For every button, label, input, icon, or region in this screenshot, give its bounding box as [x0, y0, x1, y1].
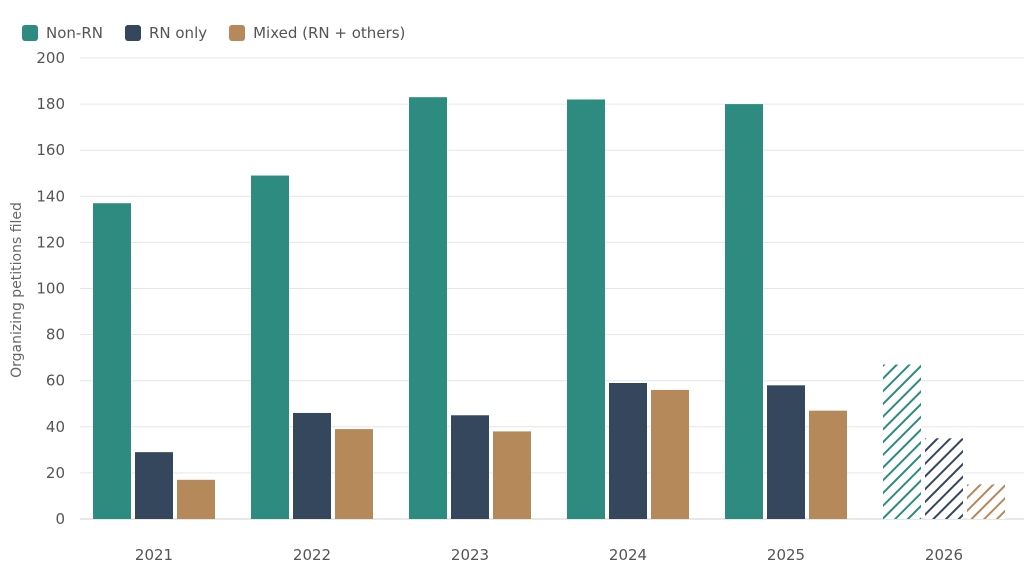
bar-rn-only-2023 [451, 415, 489, 519]
bar-non-rn-2024 [567, 99, 605, 520]
bar-mixed-rn-others-2023 [493, 431, 531, 519]
y-axis-ticks: 0 20 40 60 80 100 120 140 160 180 200 [36, 49, 65, 528]
bar-mixed-rn-others-2022 [335, 429, 373, 519]
y-tick-label: 100 [36, 280, 65, 298]
bar-non-rn-2023 [409, 97, 447, 519]
y-tick-label: 80 [46, 326, 65, 344]
bar-rn-only-2021 [135, 452, 173, 519]
bar-non-rn-2021 [93, 203, 131, 519]
y-tick-label: 20 [46, 464, 65, 482]
y-axis-label: Organizing petitions filed [9, 202, 25, 378]
x-tick-label-2024: 2024 [609, 546, 647, 564]
bar-rn-only-2025 [767, 385, 805, 519]
legend-item-rn-only: RN only [124, 24, 208, 42]
legend: Non-RN RN only Mixed (RN + others) [22, 24, 405, 42]
bar-mixed-rn-others-2026 [967, 484, 1005, 519]
x-tick-label-2025: 2025 [767, 546, 805, 564]
bar-rn-only-2022 [293, 412, 331, 519]
legend-item-non-rn: Non-RN [22, 24, 103, 42]
y-tick-label: 40 [46, 418, 65, 436]
grid-lines [80, 57, 1024, 520]
y-tick-label: 60 [46, 372, 65, 390]
y-tick-label: 180 [36, 95, 65, 113]
x-tick-label-2023: 2023 [451, 546, 489, 564]
legend-label-mixed: Mixed (RN + others) [253, 24, 406, 42]
x-tick-label-2022: 2022 [293, 546, 331, 564]
bar-non-rn-2022 [251, 175, 289, 519]
y-tick-label: 140 [36, 187, 65, 205]
legend-item-mixed: Mixed (RN + others) [229, 24, 405, 42]
legend-swatch-rn-only [124, 25, 141, 41]
legend-swatch-mixed [229, 25, 246, 41]
bar-rn-only-2024 [609, 383, 647, 519]
bar-mixed-rn-others-2021 [177, 479, 215, 519]
bar-non-rn-2026 [883, 364, 921, 519]
legend-label-non-rn: Non-RN [46, 24, 103, 42]
bar-non-rn-2025 [725, 104, 763, 519]
x-axis-ticks: 2021 2022 2023 2024 2025 2026 [135, 546, 963, 564]
bar-mixed-rn-others-2025 [809, 410, 847, 519]
legend-swatch-non-rn [22, 25, 38, 41]
x-tick-label-2021: 2021 [135, 546, 173, 564]
legend-label-rn-only: RN only [148, 24, 208, 42]
y-tick-label: 120 [36, 233, 65, 251]
bar-rn-only-2026 [925, 438, 963, 519]
y-tick-label: 160 [36, 141, 65, 159]
y-tick-label: 0 [55, 510, 65, 528]
bars [93, 97, 1005, 520]
x-tick-label-2026: 2026 [925, 546, 963, 564]
bar-mixed-rn-others-2024 [651, 389, 689, 519]
y-tick-label: 200 [36, 49, 65, 67]
